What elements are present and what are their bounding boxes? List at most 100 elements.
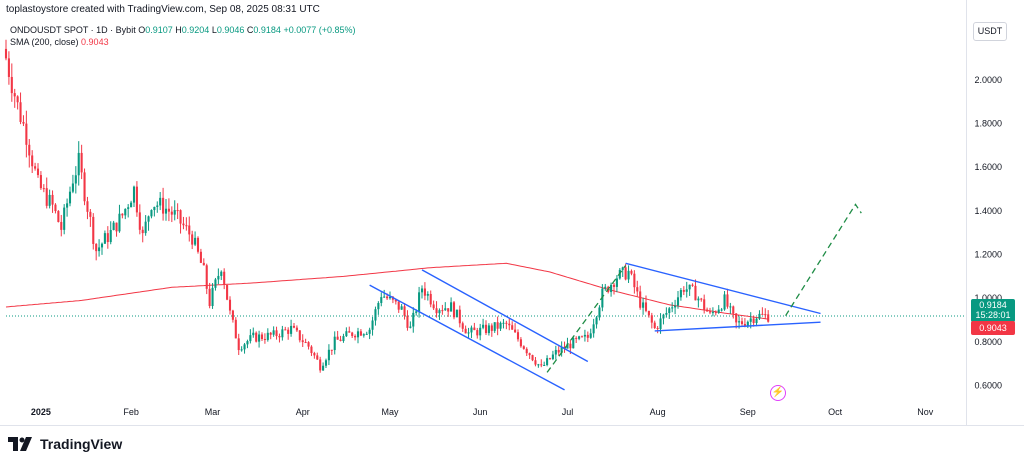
candle-body	[531, 355, 534, 361]
candle-body	[89, 211, 92, 217]
candle-body	[374, 309, 377, 321]
candle-body	[246, 341, 249, 345]
candle-body	[543, 365, 546, 367]
candle-body	[260, 334, 264, 339]
candle-body	[51, 194, 54, 205]
candle-body	[758, 313, 761, 319]
triangle-upper	[625, 262, 821, 315]
candle-body	[738, 321, 741, 323]
candle-body	[19, 102, 22, 122]
symbol-name[interactable]: ONDOUSDT SPOT · 1D · Bybit	[10, 25, 136, 35]
high-label: H	[175, 25, 182, 35]
candle-body	[752, 318, 755, 324]
candle-body	[34, 166, 37, 169]
candle-body	[487, 325, 490, 334]
candle-body	[31, 155, 34, 167]
candle-body	[86, 201, 89, 212]
y-tick-label: 0.6000	[974, 381, 1002, 391]
candle-body	[575, 337, 578, 339]
candle-body	[322, 365, 325, 371]
candle-body	[71, 183, 74, 192]
currency-selector[interactable]: USDT	[973, 22, 1007, 41]
candle-body	[342, 336, 345, 341]
lightning-icon[interactable]: ⚡	[770, 385, 786, 401]
candle-body	[467, 332, 470, 334]
candle-body	[444, 308, 447, 311]
candle-body	[429, 293, 432, 305]
candle-body	[66, 203, 69, 208]
candle-body	[194, 237, 197, 245]
candle-body	[473, 327, 476, 331]
candle-body	[415, 311, 418, 313]
candle-body	[447, 308, 450, 312]
candle-body	[345, 331, 348, 337]
triangle-lower	[654, 321, 821, 332]
sma-label[interactable]: SMA (200, close)	[10, 37, 79, 47]
candle-body	[662, 314, 665, 319]
candle-body	[121, 213, 124, 216]
candle-body	[295, 327, 298, 331]
candle-body	[516, 332, 520, 340]
candle-body	[708, 311, 712, 313]
candle-body	[717, 309, 720, 313]
candle-body	[10, 76, 13, 94]
tradingview-logo[interactable]: TradingView	[8, 436, 122, 452]
close-label: C	[246, 25, 254, 35]
last-price-value: 0.9184	[979, 300, 1007, 310]
candle-body	[339, 339, 342, 341]
candle-body	[604, 286, 607, 289]
candle-body	[365, 333, 368, 335]
candle-body	[528, 353, 531, 356]
candle-body	[167, 208, 170, 212]
candle-body	[548, 358, 552, 360]
candle-body	[214, 279, 217, 288]
candle-body	[569, 343, 572, 349]
candle-body	[234, 319, 237, 339]
candle-body	[368, 329, 371, 334]
candle-body	[580, 336, 584, 338]
candle-body	[560, 346, 563, 353]
candle-body	[80, 152, 83, 173]
sma-legend[interactable]: SMA (200, close) 0.9043	[10, 37, 109, 47]
candle-body	[313, 353, 316, 356]
candle-body	[455, 309, 458, 318]
y-tick-label: 1.0000	[974, 293, 1002, 303]
y-tick-label: 1.4000	[974, 206, 1002, 216]
candle-body	[420, 288, 424, 293]
candle-body	[706, 309, 709, 312]
candle-body	[755, 318, 758, 324]
candle-body	[746, 321, 749, 326]
y-tick-label: 1.2000	[974, 250, 1002, 260]
candle-body	[403, 306, 406, 316]
candle-body	[77, 152, 80, 176]
open-label: O	[138, 25, 146, 35]
sma-price-tag: 0.9043	[971, 321, 1015, 335]
candle-body	[202, 262, 205, 266]
candle-body	[150, 210, 153, 217]
symbol-legend[interactable]: ONDOUSDT SPOT · 1D · Bybit O0.9107 H0.92…	[10, 25, 356, 35]
candle-body	[68, 191, 72, 204]
candle-body	[694, 285, 697, 301]
candle-body	[336, 336, 339, 340]
candle-body	[275, 330, 278, 337]
candle-body	[636, 287, 639, 292]
candle-body	[48, 194, 51, 206]
candle-body	[354, 335, 357, 338]
candle-body	[223, 271, 226, 286]
candle-body	[25, 123, 28, 145]
candle-body	[281, 329, 284, 338]
candle-body	[74, 175, 77, 184]
candle-body	[397, 301, 400, 310]
candle-body	[621, 267, 624, 270]
candle-body	[144, 221, 147, 234]
low-value: 0.9046	[216, 25, 245, 35]
candle-body	[612, 284, 616, 287]
candle-body	[220, 271, 223, 276]
candle-body	[4, 48, 8, 59]
high-value: 0.9204	[181, 25, 210, 35]
candle-body	[592, 324, 595, 334]
candle-body	[534, 360, 537, 365]
candle-body	[546, 358, 549, 366]
candle-body	[199, 251, 202, 263]
